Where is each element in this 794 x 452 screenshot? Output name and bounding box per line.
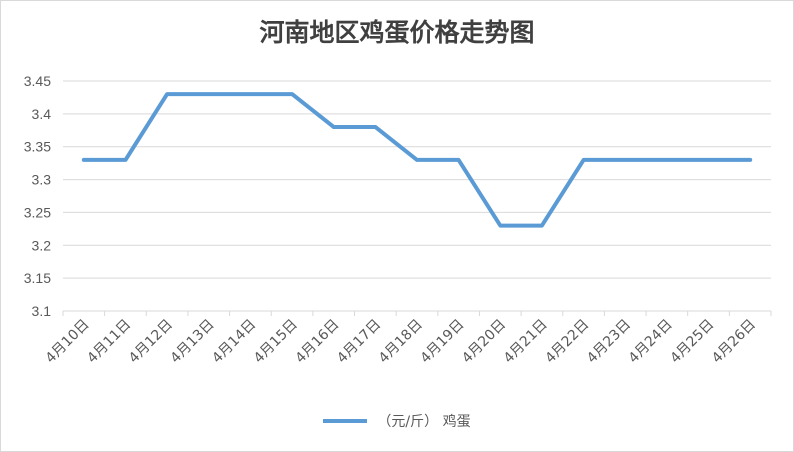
x-tick-label: 4月20日 (459, 317, 509, 367)
x-tick-label: 4月11日 (84, 317, 134, 367)
x-tick-label: 4月24日 (626, 317, 676, 367)
legend: （元/斤） 鸡蛋 (1, 411, 793, 431)
x-tick-label: 4月14日 (209, 317, 259, 367)
y-tick-label: 3.2 (32, 237, 52, 253)
x-tick-label: 4月21日 (501, 317, 551, 367)
legend-swatch (323, 419, 368, 423)
legend-label: （元/斤） 鸡蛋 (377, 414, 471, 430)
y-tick-label: 3.25 (24, 204, 51, 220)
x-tick-label: 4月23日 (584, 317, 634, 367)
x-tick-label: 4月19日 (417, 317, 467, 367)
y-tick-label: 3.4 (32, 106, 52, 122)
series-line (81, 92, 753, 228)
y-tick-label: 3.3 (32, 172, 52, 188)
y-tick-label: 3.15 (24, 270, 51, 286)
y-tick-label: 3.1 (32, 303, 52, 319)
x-tick-label: 4月10日 (43, 317, 93, 367)
y-tick-label: 3.45 (24, 73, 51, 89)
x-tick-label: 4月15日 (251, 317, 301, 367)
x-tick-label: 4月18日 (376, 317, 426, 367)
x-tick-label: 4月26日 (709, 317, 759, 367)
x-tick-label: 4月22日 (542, 317, 592, 367)
x-tick-label: 4月17日 (334, 317, 384, 367)
chart-title: 河南地区鸡蛋价格走势图 (259, 18, 535, 47)
x-tick-label: 4月13日 (168, 317, 218, 367)
x-tick-label: 4月12日 (126, 317, 176, 367)
x-tick-label: 4月16日 (293, 317, 343, 367)
y-tick-label: 3.35 (24, 139, 51, 155)
x-tick-label: 4月25日 (667, 317, 717, 367)
